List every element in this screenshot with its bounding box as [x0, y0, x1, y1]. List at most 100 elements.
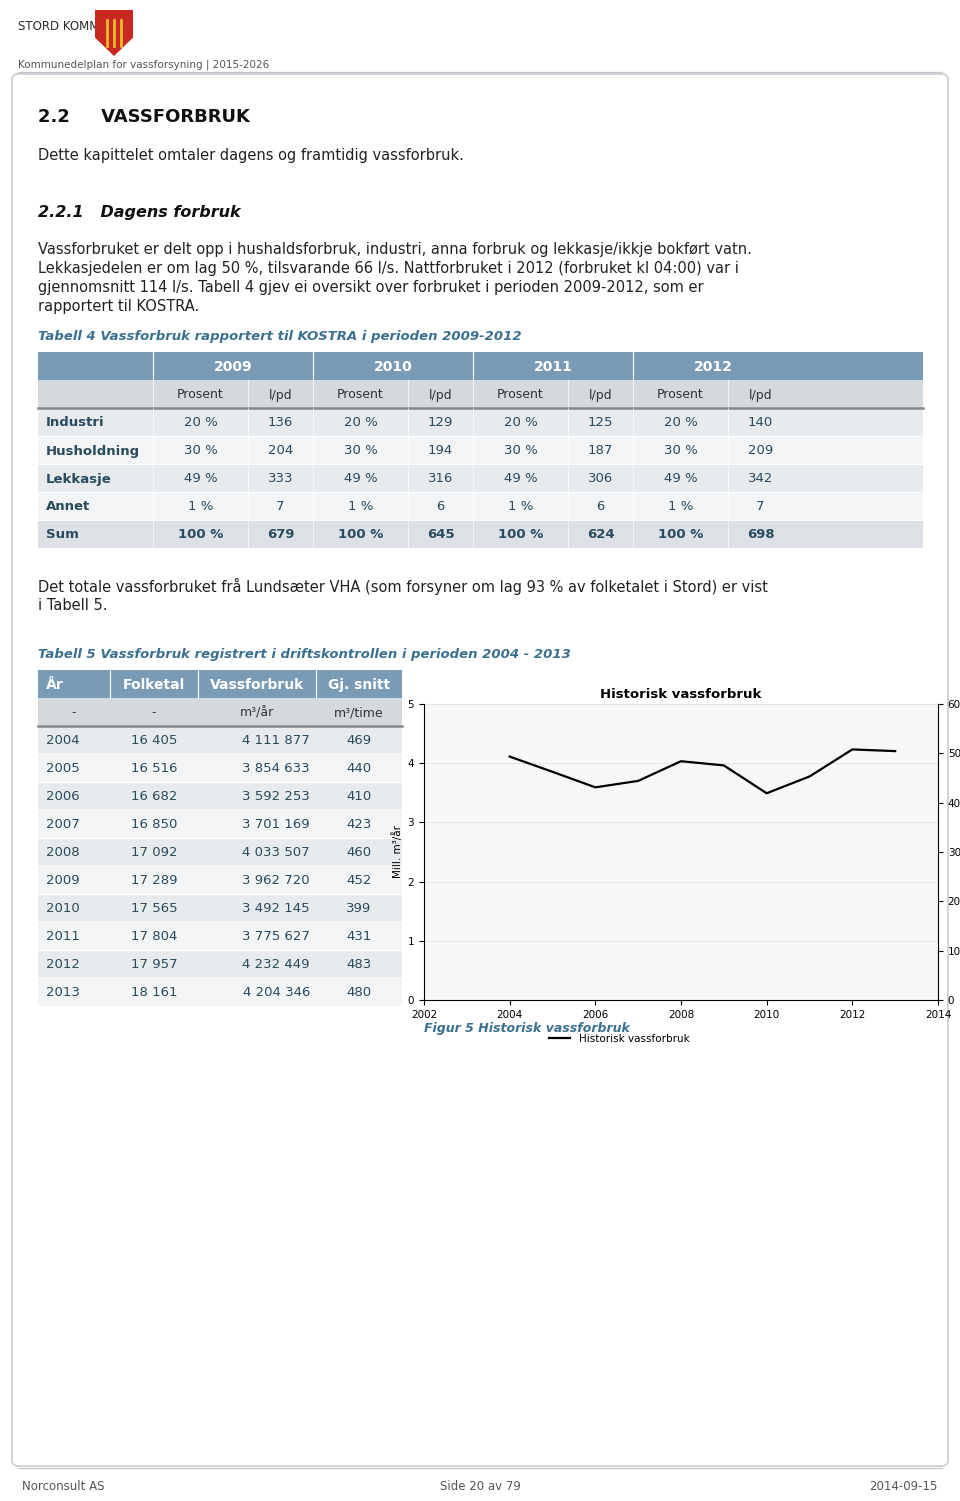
Text: Prosent: Prosent: [178, 389, 224, 401]
Text: Side 20 av 79: Side 20 av 79: [440, 1480, 520, 1493]
Text: 20 %: 20 %: [344, 416, 377, 429]
Text: 100 %: 100 %: [498, 528, 543, 542]
Text: Tabell 4 Vassforbruk rapportert til KOSTRA i perioden 2009-2012: Tabell 4 Vassforbruk rapportert til KOST…: [38, 330, 521, 344]
Text: 2009: 2009: [46, 875, 80, 887]
Text: 49 %: 49 %: [344, 473, 377, 485]
Text: 2014-09-15: 2014-09-15: [870, 1480, 938, 1493]
Text: m³/time: m³/time: [334, 707, 384, 719]
Bar: [38, 380, 923, 408]
Text: 17 804: 17 804: [131, 931, 178, 944]
Bar: [38, 754, 402, 782]
Text: 431: 431: [347, 931, 372, 944]
Text: gjennomsnitt 114 l/s. Tabell 4 gjev ei oversikt over forbruket i perioden 2009-2: gjennomsnitt 114 l/s. Tabell 4 gjev ei o…: [38, 281, 704, 296]
Text: i Tabell 5.: i Tabell 5.: [38, 597, 108, 612]
Bar: [38, 922, 402, 950]
Text: 342: 342: [748, 473, 773, 485]
Bar: [38, 698, 402, 726]
FancyBboxPatch shape: [12, 74, 948, 1466]
Text: 7: 7: [276, 500, 285, 513]
Text: Prosent: Prosent: [497, 389, 544, 401]
Text: 2011: 2011: [534, 360, 572, 374]
Text: 7: 7: [756, 500, 765, 513]
Text: 3 775 627: 3 775 627: [242, 931, 310, 944]
Text: 30 %: 30 %: [663, 444, 697, 458]
Text: STORD KOMMUNE: STORD KOMMUNE: [18, 20, 124, 33]
Text: 624: 624: [587, 528, 614, 542]
Bar: [38, 811, 402, 838]
Text: 399: 399: [347, 902, 372, 916]
Text: 679: 679: [267, 528, 295, 542]
Text: 469: 469: [347, 734, 372, 747]
Legend: Historisk vassforbruk: Historisk vassforbruk: [545, 1030, 693, 1048]
Text: 136: 136: [268, 416, 293, 429]
Text: 3 701 169: 3 701 169: [242, 818, 310, 832]
Bar: [38, 492, 923, 519]
Text: l/pd: l/pd: [429, 389, 452, 401]
Text: 2012: 2012: [46, 959, 80, 971]
Bar: [38, 669, 402, 698]
Text: 4 204 346: 4 204 346: [243, 986, 310, 1000]
Text: 410: 410: [347, 791, 372, 803]
Text: l/pd: l/pd: [749, 389, 772, 401]
Bar: [38, 726, 402, 754]
Text: 4 033 507: 4 033 507: [242, 847, 310, 860]
Text: 2004: 2004: [46, 734, 80, 747]
Text: 698: 698: [747, 528, 775, 542]
Text: 423: 423: [347, 818, 372, 832]
Text: 100 %: 100 %: [658, 528, 703, 542]
Text: 125: 125: [588, 416, 613, 429]
Text: 440: 440: [347, 763, 372, 776]
Bar: [38, 866, 402, 895]
Text: -: -: [152, 707, 156, 719]
Text: 16 405: 16 405: [131, 734, 178, 747]
Text: 2009: 2009: [214, 360, 252, 374]
Text: Dette kapittelet omtaler dagens og framtidig vassforbruk.: Dette kapittelet omtaler dagens og framt…: [38, 149, 464, 164]
Text: 187: 187: [588, 444, 613, 458]
Text: 3 492 145: 3 492 145: [242, 902, 310, 916]
Text: 100 %: 100 %: [178, 528, 223, 542]
Text: 3 962 720: 3 962 720: [242, 875, 310, 887]
Text: 452: 452: [347, 875, 372, 887]
Text: 30 %: 30 %: [504, 444, 538, 458]
Title: Historisk vassforbruk: Historisk vassforbruk: [600, 689, 761, 701]
Text: 16 850: 16 850: [131, 818, 178, 832]
Bar: [38, 895, 402, 922]
Text: 16 682: 16 682: [131, 791, 178, 803]
Bar: [38, 838, 402, 866]
Text: Annet: Annet: [46, 500, 90, 513]
Text: 1 %: 1 %: [348, 500, 373, 513]
Text: 2010: 2010: [373, 360, 413, 374]
Text: Lekkasje: Lekkasje: [46, 473, 111, 485]
Text: 316: 316: [428, 473, 453, 485]
Text: Lekkasjedelen er om lag 50 %, tilsvarande 66 l/s. Nattforbruket i 2012 (forbruke: Lekkasjedelen er om lag 50 %, tilsvarand…: [38, 261, 739, 276]
Text: 645: 645: [426, 528, 454, 542]
Text: Vassforbruk: Vassforbruk: [210, 678, 304, 692]
Text: 129: 129: [428, 416, 453, 429]
Text: 2007: 2007: [46, 818, 80, 832]
Text: 1 %: 1 %: [668, 500, 693, 513]
Text: rapportert til KOSTRA.: rapportert til KOSTRA.: [38, 299, 200, 314]
Text: 2.2.1   Dagens forbruk: 2.2.1 Dagens forbruk: [38, 206, 241, 221]
Text: 17 092: 17 092: [131, 847, 178, 860]
Bar: [38, 979, 402, 1006]
Text: 100 %: 100 %: [338, 528, 383, 542]
Text: 6: 6: [596, 500, 605, 513]
Text: Prosent: Prosent: [658, 389, 704, 401]
Bar: [38, 950, 402, 979]
Text: Folketal: Folketal: [123, 678, 185, 692]
Text: 18 161: 18 161: [131, 986, 178, 1000]
Text: 2010: 2010: [46, 902, 80, 916]
Text: 483: 483: [347, 959, 372, 971]
Bar: [38, 353, 923, 380]
Text: 17 957: 17 957: [131, 959, 178, 971]
Text: 2.2     VASSFORBRUK: 2.2 VASSFORBRUK: [38, 108, 250, 126]
Text: 2011: 2011: [46, 931, 80, 944]
Text: 1 %: 1 %: [508, 500, 533, 513]
Text: 49 %: 49 %: [663, 473, 697, 485]
Text: 480: 480: [347, 986, 372, 1000]
Text: Norconsult AS: Norconsult AS: [22, 1480, 105, 1493]
Text: 2005: 2005: [46, 763, 80, 776]
Text: 20 %: 20 %: [663, 416, 697, 429]
Text: 17 565: 17 565: [131, 902, 178, 916]
Bar: [38, 782, 402, 811]
